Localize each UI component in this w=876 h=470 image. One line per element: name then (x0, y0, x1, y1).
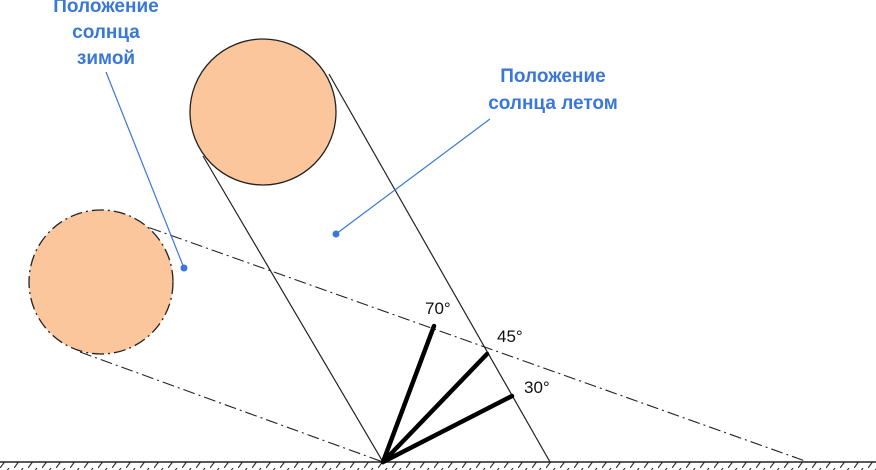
angle-30-label: 30° (524, 378, 550, 397)
winter-sun (28, 209, 174, 355)
ground-hatching (0, 462, 876, 470)
panel-45-line (380, 351, 490, 465)
angle-70-label: 70° (425, 299, 451, 318)
summer-label-line2: солнца летом (488, 93, 618, 114)
winter-beam-lower (79, 351, 384, 463)
panel-30-line (380, 393, 515, 465)
summer-pointer-line (335, 118, 491, 235)
winter-label-line3: зимой (77, 48, 135, 69)
summer-beam-left (202, 155, 384, 463)
winter-pointer-dot (180, 264, 188, 272)
summer-sun (189, 38, 337, 186)
summer-pointer-dot (332, 230, 340, 238)
summer-label-line1: Положение (500, 66, 605, 87)
winter-pointer-line (105, 71, 185, 269)
winter-beam-upper (107, 212, 809, 463)
winter-label-line1: Положение (53, 0, 158, 17)
angle-45-label: 45° (497, 327, 523, 346)
panel-70-line (380, 323, 437, 465)
winter-label-line2: солнца (72, 22, 140, 43)
